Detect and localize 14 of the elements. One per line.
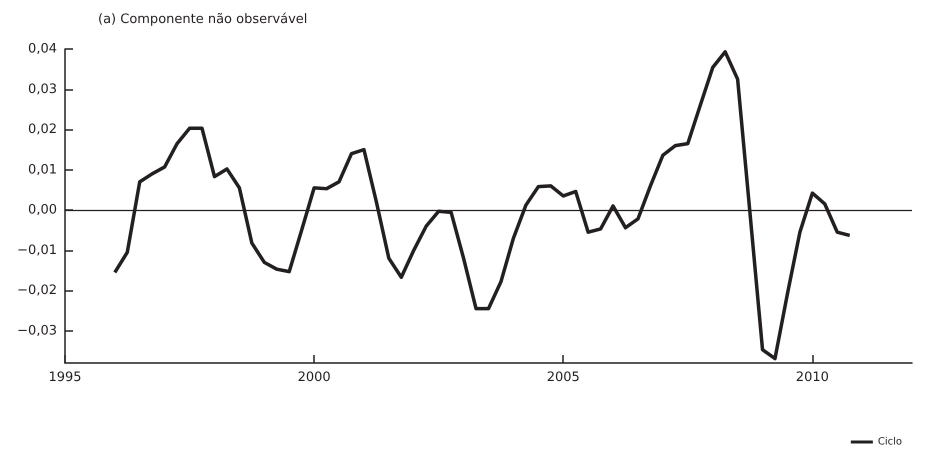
x-tick-label: 2000: [298, 370, 331, 385]
x-tick-label: 2010: [796, 370, 829, 385]
x-tick-label: 1995: [48, 370, 82, 385]
chart-title: (a) Componente não observável: [98, 12, 308, 27]
y-tick-label: −0,02: [17, 283, 57, 298]
y-tick-label: 0,01: [28, 162, 57, 178]
y-tick-label: 0,04: [28, 42, 57, 56]
y-tick-label: 0,00: [28, 202, 57, 218]
y-tick-label: 0,03: [28, 82, 57, 97]
x-tick-label: 2005: [546, 370, 580, 385]
y-tick-label: −0,03: [17, 323, 57, 338]
y-tick-label: 0,02: [28, 122, 57, 138]
y-tick-label: −0,01: [17, 242, 57, 258]
legend-label: Ciclo: [878, 436, 902, 448]
